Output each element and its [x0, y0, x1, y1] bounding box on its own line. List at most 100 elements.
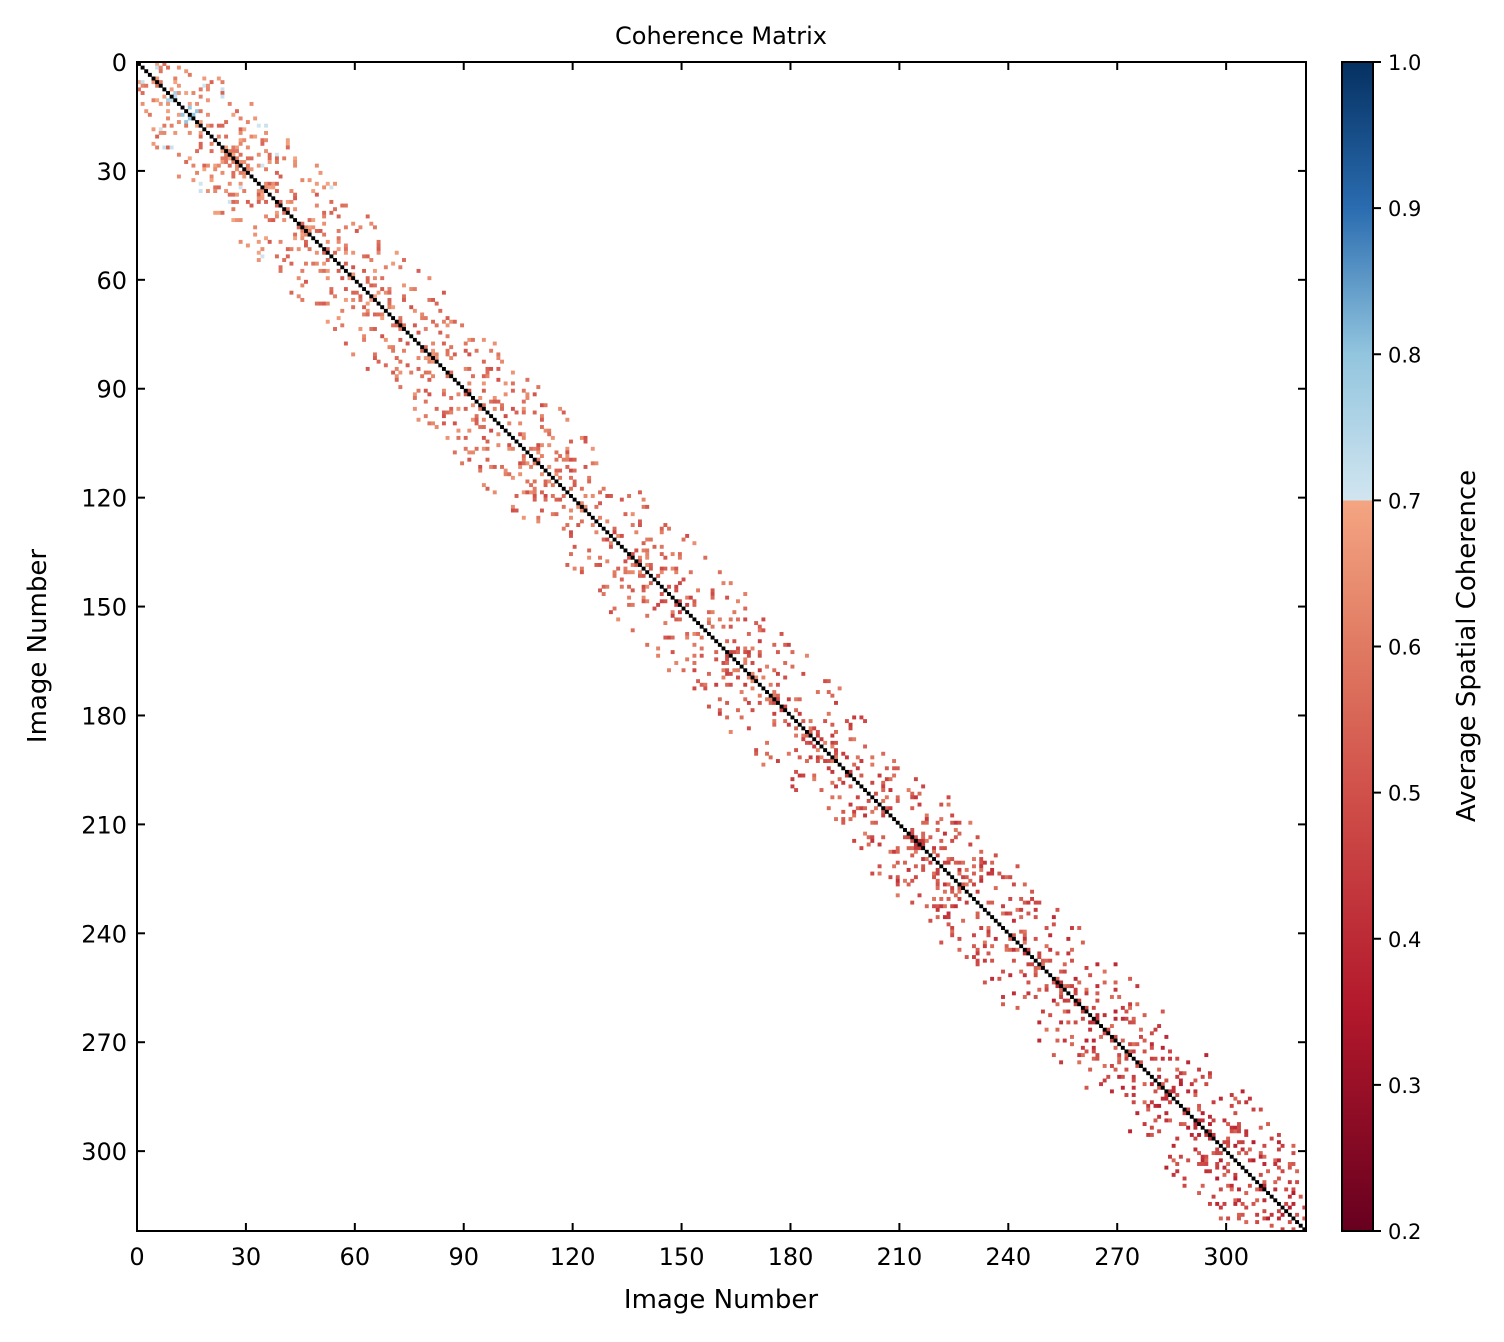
heatmap-cell	[772, 700, 777, 705]
heatmap-cell	[253, 232, 258, 237]
heatmap-cell	[510, 475, 515, 480]
heatmap-cell	[895, 875, 900, 880]
heatmap-cell	[1153, 1118, 1158, 1123]
heatmap-diagonal-cell	[503, 428, 508, 433]
heatmap-diagonal-cell	[521, 446, 526, 451]
heatmap-cell	[260, 163, 265, 168]
heatmap-cell	[754, 675, 759, 680]
heatmap-diagonal-cell	[343, 268, 348, 273]
heatmap-cell	[895, 893, 900, 898]
heatmap-cell	[1244, 1132, 1249, 1137]
heatmap-cell	[612, 526, 617, 531]
heatmap-cell	[881, 798, 886, 803]
heatmap-cell	[794, 769, 799, 774]
heatmap-diagonal-cell	[950, 875, 955, 880]
heatmap-cell	[166, 116, 170, 121]
heatmap-cell	[336, 239, 341, 244]
heatmap-cell	[572, 566, 577, 571]
heatmap-cell	[1197, 1191, 1202, 1195]
heatmap-cell	[1171, 1089, 1176, 1094]
heatmap-cell	[1022, 929, 1027, 934]
heatmap-cell	[1109, 1064, 1114, 1068]
x-axis-ticks: 0 30 60 90 120 150 180 210 240 270 300	[129, 62, 1249, 1271]
heatmap-cell	[569, 552, 573, 557]
heatmap-cell	[235, 149, 239, 154]
heatmap-cell	[398, 316, 403, 321]
heatmap-cell	[503, 414, 508, 419]
heatmap-cell	[329, 290, 334, 295]
heatmap-cell	[950, 933, 955, 938]
heatmap-cell	[166, 101, 170, 106]
heatmap-cell	[1233, 1125, 1238, 1130]
heatmap-diagonal-cell	[659, 584, 664, 589]
heatmap-cell	[492, 399, 497, 404]
heatmap-cell	[543, 479, 548, 484]
heatmap-cell	[452, 421, 457, 426]
heatmap-cell	[1030, 962, 1035, 967]
heatmap-cell	[325, 258, 330, 262]
heatmap-cell	[953, 860, 958, 865]
heatmap-cell	[329, 185, 334, 190]
heatmap-cell	[492, 490, 497, 495]
heatmap-diagonal-cell	[692, 617, 697, 622]
heatmap-diagonal-cell	[590, 515, 595, 520]
heatmap-cell	[598, 501, 602, 506]
heatmap-cell	[1244, 1100, 1249, 1105]
heatmap-cell	[598, 563, 602, 567]
heatmap-cell	[1287, 1205, 1292, 1210]
heatmap-cell	[645, 552, 650, 557]
heatmap-diagonal-cell	[834, 759, 838, 763]
heatmap-cell	[946, 897, 951, 901]
heatmap-cell	[449, 396, 454, 400]
heatmap-cell	[1244, 1205, 1249, 1210]
heatmap-cell	[282, 218, 287, 223]
heatmap-cell	[423, 345, 428, 350]
heatmap-cell	[282, 156, 287, 161]
heatmap-diagonal-cell	[757, 682, 762, 687]
heatmap-cell	[979, 864, 984, 869]
heatmap-cell	[685, 631, 690, 636]
heatmap-cell	[641, 504, 646, 509]
heatmap-diagonal-cell	[467, 392, 472, 397]
heatmap-cell	[957, 860, 962, 865]
heatmap-diagonal-cell	[1131, 1056, 1136, 1061]
heatmap-cell	[946, 860, 951, 865]
heatmap-cell	[935, 886, 940, 891]
heatmap-cell	[402, 323, 406, 328]
heatmap-cell	[463, 446, 468, 451]
heatmap-cell	[903, 835, 907, 840]
heatmap-cell	[195, 123, 200, 128]
heatmap-cell	[786, 722, 791, 727]
heatmap-cell	[1142, 1049, 1147, 1054]
heatmap-cell	[1273, 1162, 1278, 1166]
heatmap-cell	[434, 356, 439, 360]
heatmap-cell	[982, 944, 987, 949]
heatmap-cell	[1273, 1158, 1278, 1163]
heatmap-cell	[794, 726, 799, 731]
heatmap-cell	[1022, 951, 1027, 956]
heatmap-cell	[231, 145, 236, 150]
heatmap-diagonal-cell	[478, 403, 483, 408]
heatmap-cell	[1175, 1067, 1180, 1072]
heatmap-diagonal-cell	[380, 305, 385, 310]
heatmap-cell	[311, 189, 316, 193]
heatmap-cell	[877, 773, 882, 778]
heatmap-cell	[293, 163, 298, 168]
heatmap-cell	[957, 936, 962, 941]
heatmap-diagonal-cell	[765, 690, 769, 694]
heatmap-cell	[841, 809, 846, 814]
heatmap-cell	[1186, 1158, 1191, 1163]
heatmap-cell	[565, 450, 570, 455]
heatmap-cell	[205, 87, 210, 92]
heatmap-cell	[1102, 1078, 1107, 1083]
heatmap-cell	[510, 370, 515, 375]
heatmap-cell	[1153, 1056, 1158, 1061]
heatmap-diagonal-cell	[1095, 1020, 1100, 1025]
heatmap-cell	[634, 548, 639, 553]
heatmap-cell	[1204, 1053, 1209, 1058]
heatmap-cell	[264, 167, 268, 172]
heatmap-cell	[187, 101, 192, 106]
heatmap-cell	[500, 464, 504, 469]
heatmap-diagonal-cell	[550, 475, 555, 480]
